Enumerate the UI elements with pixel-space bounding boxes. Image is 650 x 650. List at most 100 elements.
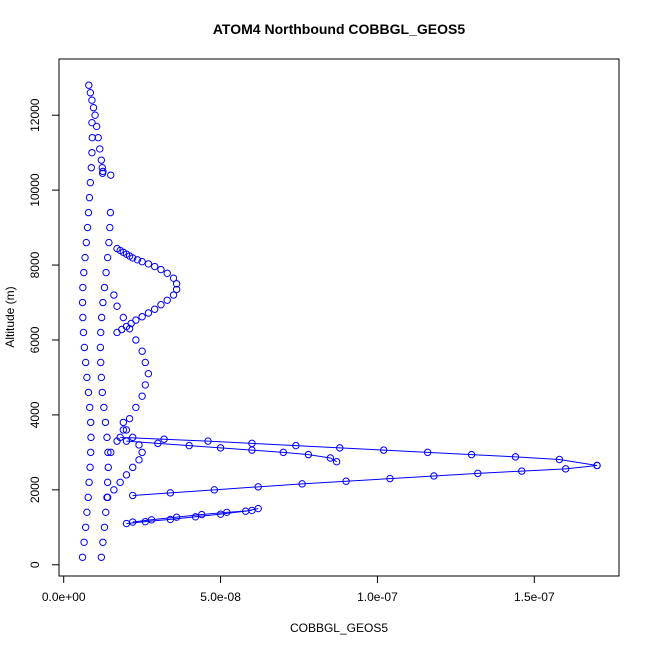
data-point xyxy=(94,133,102,142)
data-point xyxy=(593,461,601,470)
data-point xyxy=(103,253,112,262)
data-point xyxy=(157,265,165,274)
data-point xyxy=(169,274,178,282)
data-point xyxy=(83,373,91,382)
data-point xyxy=(106,208,115,217)
data-point xyxy=(511,453,520,461)
series-5 xyxy=(103,418,146,502)
data-point xyxy=(103,478,112,487)
data-point xyxy=(133,256,142,264)
data-point xyxy=(80,268,88,277)
data-point xyxy=(88,133,96,142)
data-point xyxy=(518,467,526,475)
data-point xyxy=(81,253,89,262)
series-6 xyxy=(116,433,601,470)
data-point xyxy=(125,325,134,333)
data-point xyxy=(198,510,206,519)
data-point xyxy=(96,343,105,352)
data-point xyxy=(85,81,93,89)
data-point xyxy=(185,441,193,450)
data-point xyxy=(92,122,101,131)
data-point xyxy=(86,178,95,187)
y-tick-label: 4000 xyxy=(28,401,42,428)
data-point xyxy=(166,515,175,524)
data-point xyxy=(150,262,159,271)
data-point xyxy=(254,483,262,491)
data-point xyxy=(467,450,476,459)
data-point xyxy=(129,518,137,526)
x-tick-label: 1.5e-07 xyxy=(514,590,555,604)
data-point xyxy=(154,439,162,448)
x-axis-title: COBBGL_GEOS5 xyxy=(290,621,388,635)
data-point xyxy=(248,446,256,454)
x-tick-label: 1.0e-07 xyxy=(357,590,398,604)
series-4 xyxy=(107,291,153,457)
data-point xyxy=(84,493,92,502)
x-tick-label: 5.0e-08 xyxy=(200,590,241,604)
data-point xyxy=(97,313,106,322)
data-point xyxy=(78,298,87,307)
data-point xyxy=(304,450,313,459)
series-10 xyxy=(129,506,256,526)
data-point xyxy=(100,403,108,412)
data-point xyxy=(103,433,111,442)
y-axis: 0 2000 4000 6000 8000 10000 12000 xyxy=(28,98,60,568)
data-point xyxy=(423,448,432,457)
data-point xyxy=(147,516,156,524)
data-point xyxy=(342,477,350,485)
data-point xyxy=(157,301,165,309)
data-point xyxy=(107,171,115,179)
data-point xyxy=(86,463,94,472)
data-point xyxy=(191,513,200,521)
data-point xyxy=(97,373,106,382)
data-point xyxy=(96,145,104,153)
series-layer xyxy=(78,81,601,561)
data-point xyxy=(204,437,212,445)
y-axis-title: Altitude (m) xyxy=(3,286,17,347)
plot-frame xyxy=(58,58,620,577)
data-point xyxy=(83,223,92,232)
data-point xyxy=(103,493,112,502)
data-point xyxy=(561,465,570,473)
series-8 xyxy=(122,437,341,466)
data-point xyxy=(138,257,146,266)
data-point xyxy=(298,480,306,488)
data-point xyxy=(98,388,106,397)
series-2 xyxy=(113,244,181,337)
data-point xyxy=(86,448,95,457)
data-point xyxy=(106,223,114,232)
data-point xyxy=(129,491,137,500)
data-point xyxy=(86,89,95,97)
series-7 xyxy=(129,461,601,500)
data-point xyxy=(88,96,96,104)
data-point xyxy=(102,268,110,277)
y-tick-label: 0 xyxy=(28,561,42,568)
data-point xyxy=(210,486,218,494)
data-point xyxy=(80,538,88,546)
data-point xyxy=(110,486,118,494)
y-tick-label: 8000 xyxy=(28,251,42,278)
data-point xyxy=(97,328,105,337)
series-3 xyxy=(85,81,107,177)
data-point xyxy=(85,193,94,202)
data-point xyxy=(85,478,93,487)
x-axis: 0.0e+00 5.0e-08 1.0e-07 1.5e-07 xyxy=(42,575,555,604)
data-point xyxy=(119,313,128,322)
series-line xyxy=(126,440,337,463)
data-point xyxy=(99,538,107,546)
data-point xyxy=(125,414,134,423)
data-point xyxy=(84,388,93,397)
data-point xyxy=(163,296,171,304)
data-point xyxy=(79,283,87,292)
series-1 xyxy=(96,171,115,561)
data-point xyxy=(88,148,96,157)
data-point xyxy=(88,118,96,127)
data-point xyxy=(248,506,256,515)
y-tick-label: 10000 xyxy=(28,173,42,207)
data-point xyxy=(122,437,131,445)
data-point xyxy=(138,347,146,355)
data-point xyxy=(380,446,388,454)
data-point xyxy=(138,392,146,400)
data-point xyxy=(555,455,564,464)
